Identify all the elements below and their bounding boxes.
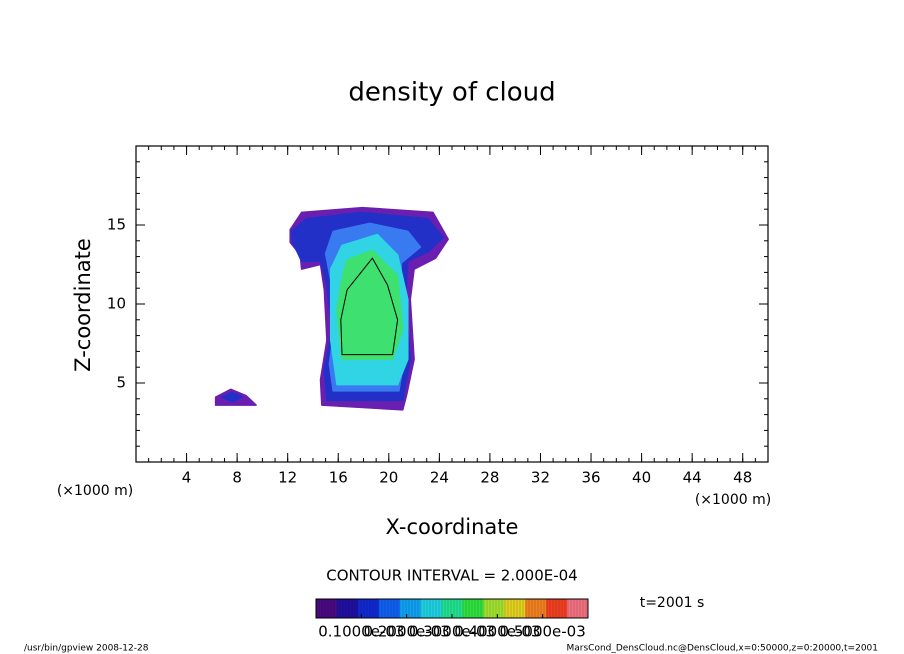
colorbar-segment <box>399 599 422 618</box>
colorbar-segment <box>316 599 338 618</box>
colorbar-segment <box>378 599 401 618</box>
x-tick-label: 28 <box>480 469 499 487</box>
y-axis-label: Z-coordinate <box>71 238 95 372</box>
colorbar-segment <box>420 599 443 618</box>
x-tick-label: 40 <box>632 469 651 487</box>
x-tick-label: 24 <box>430 469 449 487</box>
x-tick-label: 12 <box>278 469 297 487</box>
colorbar-segment <box>504 599 526 618</box>
time-label: t=2001 s <box>640 595 705 611</box>
x-tick-label: 36 <box>581 469 600 487</box>
x-tick-label: 4 <box>182 469 192 487</box>
colorbar-segment <box>546 599 568 618</box>
shaded-region <box>336 249 404 361</box>
footer-left: /usr/bin/gpview 2008-12-28 <box>24 644 149 654</box>
colorbar-tick-label: 0.2000e-03 <box>364 623 450 641</box>
y-tick-label: 5 <box>116 374 126 392</box>
plot-frame <box>135 145 769 463</box>
colorbar-segment <box>462 599 484 618</box>
colorbar-segment <box>483 599 505 618</box>
colorbar-tick-label: 0.5000e-03 <box>500 623 586 641</box>
y-tick-label: 15 <box>107 216 126 234</box>
colorbar-tick-label: 0.3000e-03 <box>409 623 495 641</box>
chart-title: density of cloud <box>348 78 555 108</box>
y-tick-label: 10 <box>107 295 126 313</box>
x-unit-label: (×1000 m) <box>57 483 133 499</box>
x-tick-label: 8 <box>232 469 242 487</box>
shaded-region <box>221 391 243 403</box>
colorbar-segment <box>525 599 547 618</box>
colorbar-segment <box>441 599 463 618</box>
colorbar-tick-label: 0.4000e-03 <box>454 623 540 641</box>
x-axis-label: X-coordinate <box>386 515 519 539</box>
colorbar-segment <box>357 599 380 618</box>
footer-right: MarsCond_DensCloud.nc@DensCloud,x=0:5000… <box>567 644 879 654</box>
contour-line <box>340 257 399 356</box>
x-tick-label: 44 <box>683 469 702 487</box>
colorbar-segment <box>336 599 359 618</box>
x-tick-label: 20 <box>379 469 398 487</box>
colorbar-tick-label: 0.1000e-03 <box>318 623 404 641</box>
colorbar-segment <box>567 599 589 618</box>
x-tick-label: 32 <box>531 469 550 487</box>
x-tick-label: 48 <box>733 469 752 487</box>
x-tick-label: 16 <box>329 469 348 487</box>
x-unit-label: (×1000 m) <box>695 492 771 508</box>
contour-interval: CONTOUR INTERVAL = 2.000E-04 <box>326 567 577 585</box>
